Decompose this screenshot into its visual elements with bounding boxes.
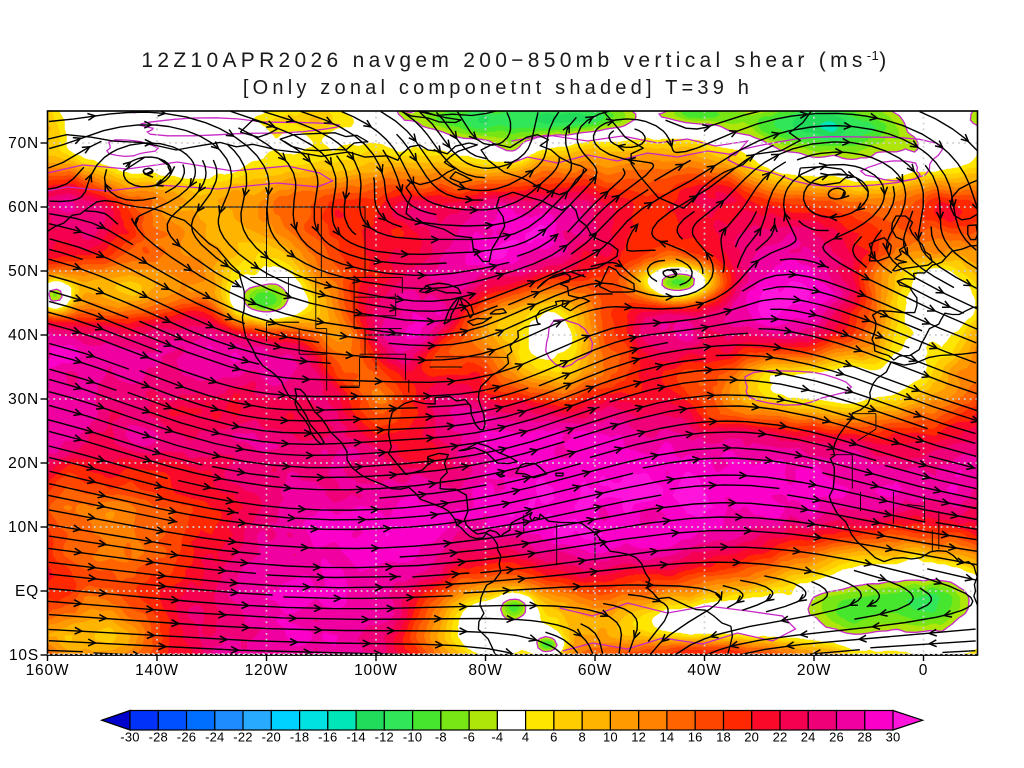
svg-text:-28: -28 [149, 730, 168, 745]
svg-text:8: 8 [578, 730, 585, 745]
svg-text:-22: -22 [233, 730, 252, 745]
svg-text:10N: 10N [8, 519, 39, 536]
svg-text:6: 6 [550, 730, 557, 745]
svg-text:4: 4 [522, 730, 529, 745]
svg-text:-18: -18 [290, 730, 309, 745]
svg-text:26: 26 [829, 730, 844, 745]
svg-text:24: 24 [801, 730, 816, 745]
svg-text:160W: 160W [26, 662, 70, 679]
svg-text:30: 30 [886, 730, 901, 745]
svg-text:120W: 120W [245, 662, 289, 679]
svg-text:-26: -26 [177, 730, 196, 745]
svg-text:0: 0 [919, 662, 928, 679]
svg-text:14: 14 [659, 730, 674, 745]
svg-text:70N: 70N [8, 135, 39, 152]
svg-text:EQ: EQ [15, 583, 39, 600]
svg-text:100W: 100W [354, 662, 398, 679]
svg-text:40N: 40N [8, 327, 39, 344]
svg-text:-14: -14 [346, 730, 365, 745]
svg-text:12: 12 [631, 730, 646, 745]
svg-text:[Only zonal componetnt shaded]: [Only zonal componetnt shaded] T=39 h [243, 77, 753, 99]
svg-text:80W: 80W [468, 662, 502, 679]
svg-text:20W: 20W [797, 662, 831, 679]
svg-text:60W: 60W [578, 662, 612, 679]
svg-text:-20: -20 [262, 730, 281, 745]
svg-text:20: 20 [744, 730, 759, 745]
svg-text:40W: 40W [687, 662, 721, 679]
svg-text:-16: -16 [318, 730, 337, 745]
svg-text:-8: -8 [435, 730, 447, 745]
svg-text:-24: -24 [205, 730, 224, 745]
svg-text:20N: 20N [8, 455, 39, 472]
svg-text:16: 16 [688, 730, 703, 745]
svg-text:60N: 60N [8, 199, 39, 216]
svg-text:-4: -4 [491, 730, 503, 745]
svg-text:-10: -10 [403, 730, 422, 745]
svg-text:12Z10APR2026 navgem 200−850mb: 12Z10APR2026 navgem 200−850mb vertical s… [141, 48, 890, 73]
svg-text:28: 28 [857, 730, 872, 745]
svg-text:22: 22 [773, 730, 788, 745]
svg-text:-12: -12 [375, 730, 394, 745]
svg-text:10: 10 [603, 730, 618, 745]
svg-text:30N: 30N [8, 391, 39, 408]
svg-text:18: 18 [716, 730, 731, 745]
svg-text:10S: 10S [9, 647, 39, 664]
svg-text:140W: 140W [135, 662, 179, 679]
svg-text:-6: -6 [463, 730, 475, 745]
svg-text:-30: -30 [120, 730, 139, 745]
svg-text:50N: 50N [8, 263, 39, 280]
